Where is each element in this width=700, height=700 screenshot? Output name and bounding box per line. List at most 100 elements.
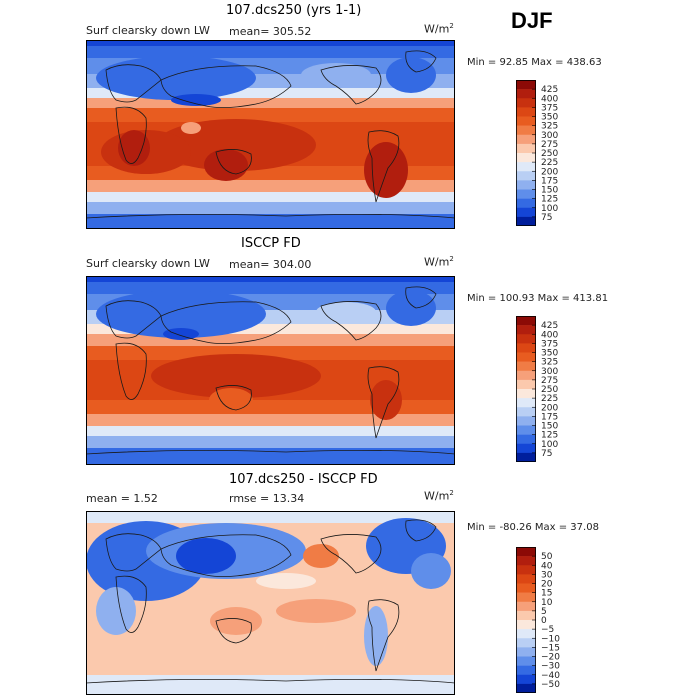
colorbar-label: −50 [541, 680, 560, 690]
panel-1-mean: mean= 305.52 [229, 25, 312, 38]
panel-3-title: 107.dcs250 - ISCCP FD [229, 472, 378, 487]
colorbar-swatch [516, 556, 536, 566]
colorbar-swatch [516, 370, 536, 381]
colorbar-swatch [516, 425, 536, 435]
colorbar-label: 125 [541, 431, 558, 441]
colorbar-label: −5 [541, 625, 554, 635]
colorbar-label: 225 [541, 394, 558, 404]
colorbar-label: 150 [541, 186, 558, 196]
panel-3-map [86, 511, 455, 695]
colorbar-label: 30 [541, 570, 553, 580]
colorbar-label: 425 [541, 85, 558, 95]
colorbar-swatch [516, 434, 536, 445]
colorbar-swatch [516, 416, 536, 426]
colorbar-swatch [516, 153, 536, 163]
colorbar-label: 100 [541, 440, 558, 450]
colorbar-label: −30 [541, 662, 560, 672]
colorbar-swatch [516, 407, 536, 417]
colorbar-label: 225 [541, 158, 558, 168]
colorbar-swatch [516, 674, 536, 685]
panel-3-minmax: Min = -80.26 Max = 37.08 [467, 522, 599, 533]
colorbar-label: 325 [541, 358, 558, 368]
panel-1-variable: Surf clearsky down LW [86, 24, 210, 37]
colorbar-label: 10 [541, 598, 553, 608]
colorbar-swatch [516, 592, 536, 603]
colorbar-swatch [516, 647, 536, 657]
colorbar-label: 425 [541, 321, 558, 331]
colorbar-label: 200 [541, 167, 558, 177]
colorbar-label: 0 [541, 616, 547, 626]
colorbar-swatch [516, 334, 536, 344]
panel-1-minmax: Min = 92.85 Max = 438.63 [467, 57, 602, 68]
colorbar-label: 300 [541, 131, 558, 141]
colorbar-label: 275 [541, 140, 558, 150]
colorbar-swatch [516, 361, 536, 372]
panel-1-colorbar: 4254003753503253002752502252001751501251… [516, 80, 558, 226]
panel-1-unit: W/m2 [424, 22, 454, 36]
colorbar-label: 75 [541, 213, 552, 223]
colorbar-label: 300 [541, 367, 558, 377]
colorbar-swatch [516, 683, 536, 693]
colorbar-label: 400 [541, 94, 558, 104]
colorbar-label: 20 [541, 580, 553, 590]
colorbar-swatch [516, 316, 536, 326]
colorbar-label: 400 [541, 330, 558, 340]
colorbar-swatch [516, 583, 536, 593]
colorbar-label: 40 [541, 561, 553, 571]
colorbar-label: −15 [541, 643, 560, 653]
colorbar-label: 350 [541, 349, 558, 359]
panel-2-map [86, 276, 455, 465]
panel-2-title: ISCCP FD [241, 236, 301, 251]
colorbar-swatch [516, 98, 536, 108]
colorbar-swatch [516, 629, 536, 639]
colorbar-swatch [516, 89, 536, 99]
panel-1-map [86, 40, 455, 229]
panel-2-minmax: Min = 100.93 Max = 413.81 [467, 293, 609, 304]
colorbar-label: −10 [541, 634, 560, 644]
colorbar-swatch [516, 80, 536, 90]
colorbar-swatch [516, 207, 536, 218]
colorbar-swatch [516, 389, 536, 399]
panel-3-mean: mean = 1.52 [86, 492, 158, 505]
colorbar-swatch [516, 574, 536, 584]
colorbar-swatch [516, 343, 536, 353]
colorbar-swatch [516, 379, 536, 390]
colorbar-label: 375 [541, 103, 558, 113]
colorbar-label: 75 [541, 449, 552, 459]
panel-3-rmse: rmse = 13.34 [229, 492, 305, 505]
colorbar-label: 5 [541, 607, 547, 617]
colorbar-swatch [516, 565, 536, 575]
colorbar-label: −20 [541, 653, 560, 663]
colorbar-label: 50 [541, 552, 553, 562]
colorbar-label: −40 [541, 671, 560, 681]
colorbar-swatch [516, 198, 536, 209]
colorbar-label: 175 [541, 412, 558, 422]
colorbar-swatch [516, 143, 536, 154]
colorbar-swatch [516, 638, 536, 648]
panel-2-unit: W/m2 [424, 255, 454, 269]
colorbar-swatch [516, 134, 536, 145]
colorbar-label: 200 [541, 403, 558, 413]
colorbar-swatch [516, 620, 536, 630]
colorbar-swatch [516, 547, 536, 557]
colorbar-swatch [516, 125, 536, 136]
colorbar-swatch [516, 656, 536, 666]
panel-2-mean: mean= 304.00 [229, 258, 312, 271]
colorbar-label: 100 [541, 204, 558, 214]
colorbar-swatch [516, 352, 536, 362]
panel-3-unit: W/m2 [424, 489, 454, 503]
colorbar-swatch [516, 452, 536, 462]
colorbar-swatch [516, 107, 536, 117]
colorbar-swatch [516, 189, 536, 199]
colorbar-label: 275 [541, 376, 558, 386]
colorbar-swatch [516, 398, 536, 408]
colorbar-label: 325 [541, 122, 558, 132]
panel-2-colorbar: 4254003753503253002752502252001751501251… [516, 316, 558, 462]
colorbar-label: 175 [541, 176, 558, 186]
colorbar-swatch [516, 610, 536, 621]
colorbar-swatch [516, 116, 536, 126]
colorbar-swatch [516, 601, 536, 612]
colorbar-label: 15 [541, 589, 552, 599]
colorbar-swatch [516, 216, 536, 226]
